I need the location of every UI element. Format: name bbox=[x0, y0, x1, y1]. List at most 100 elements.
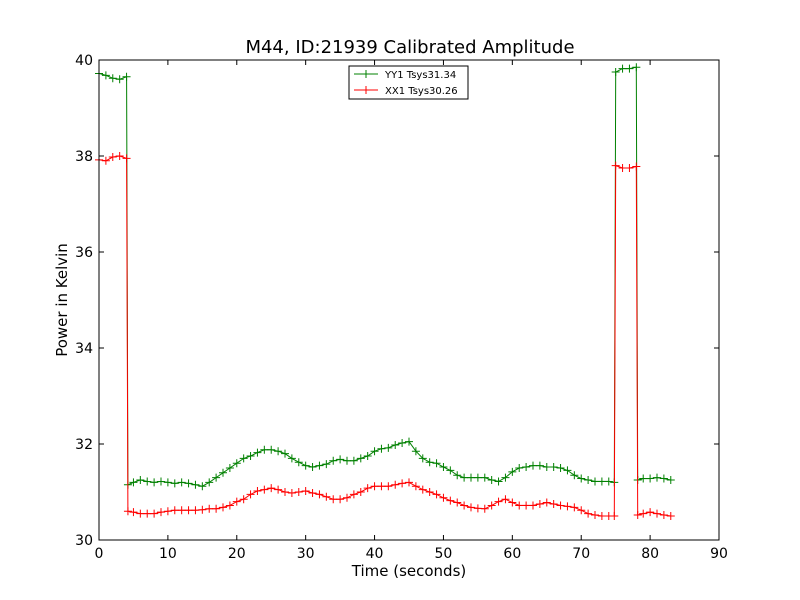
data-point bbox=[205, 504, 214, 513]
data-point bbox=[349, 456, 358, 465]
data-point bbox=[274, 485, 283, 494]
data-point bbox=[405, 478, 413, 487]
data-point bbox=[591, 477, 599, 486]
data-point bbox=[618, 164, 627, 172]
x-tick-label: 80 bbox=[641, 546, 659, 562]
data-point bbox=[122, 154, 131, 163]
data-point bbox=[411, 447, 420, 456]
data-point bbox=[349, 490, 358, 499]
x-tick-label: 90 bbox=[710, 546, 728, 562]
data-point bbox=[487, 501, 496, 510]
data-point bbox=[108, 74, 117, 83]
data-point bbox=[633, 511, 642, 520]
x-tick-label: 60 bbox=[503, 546, 521, 562]
series-1 bbox=[95, 152, 675, 520]
y-tick-label: 40 bbox=[75, 53, 93, 69]
data-point bbox=[157, 508, 165, 517]
data-point bbox=[129, 478, 138, 487]
data-point bbox=[666, 476, 675, 484]
data-point bbox=[584, 476, 593, 484]
data-point bbox=[191, 480, 200, 489]
plot-frame bbox=[98, 59, 720, 541]
data-point bbox=[322, 460, 331, 469]
x-tick-label: 40 bbox=[366, 546, 384, 562]
data-point bbox=[577, 506, 586, 515]
data-point bbox=[432, 459, 441, 468]
data-point bbox=[370, 447, 379, 456]
data-point bbox=[322, 492, 331, 501]
data-point bbox=[549, 500, 558, 508]
data-point bbox=[563, 466, 572, 475]
data-point bbox=[115, 152, 124, 160]
data-point bbox=[281, 488, 289, 496]
y-tick-label: 30 bbox=[75, 533, 93, 549]
data-point bbox=[556, 464, 565, 472]
data-point bbox=[239, 454, 248, 463]
data-point bbox=[446, 496, 455, 505]
y-tick-label: 36 bbox=[75, 245, 93, 261]
data-point bbox=[515, 464, 524, 472]
data-point bbox=[515, 501, 524, 510]
data-point bbox=[508, 467, 517, 476]
data-point bbox=[163, 478, 172, 487]
data-point bbox=[384, 482, 393, 491]
data-point bbox=[212, 504, 221, 513]
data-point bbox=[556, 501, 565, 510]
data-point bbox=[501, 495, 510, 504]
data-point bbox=[418, 485, 427, 494]
data-point bbox=[522, 501, 531, 510]
data-point bbox=[377, 482, 386, 491]
legend-box bbox=[348, 65, 469, 100]
data-point bbox=[123, 507, 132, 516]
data-point bbox=[405, 437, 413, 446]
data-point bbox=[301, 461, 310, 470]
data-point bbox=[191, 506, 200, 515]
data-point bbox=[391, 440, 400, 449]
data-point bbox=[522, 463, 531, 472]
data-point bbox=[281, 449, 289, 458]
data-point bbox=[659, 474, 668, 483]
data-point bbox=[363, 452, 372, 460]
data-point bbox=[480, 473, 489, 482]
data-point bbox=[467, 473, 475, 482]
data-point bbox=[501, 473, 510, 482]
tick-layer: 0 10 20 30 40 50 60 70 80 90 30 32 34 36 38 40 bbox=[75, 53, 728, 562]
data-point bbox=[632, 63, 641, 72]
series-layer bbox=[95, 63, 675, 520]
data-point bbox=[253, 487, 262, 496]
data-point bbox=[343, 493, 351, 502]
data-point bbox=[391, 480, 400, 489]
data-point bbox=[473, 504, 482, 513]
data-point bbox=[170, 479, 179, 488]
data-point bbox=[219, 503, 227, 512]
legend-marker bbox=[362, 70, 370, 78]
data-point bbox=[294, 458, 303, 467]
data-point bbox=[143, 509, 152, 518]
data-point bbox=[129, 508, 138, 517]
data-point bbox=[315, 490, 324, 499]
data-point bbox=[597, 512, 606, 520]
legend-label: XX1 Tsys30.26 bbox=[385, 86, 458, 97]
data-point bbox=[329, 456, 338, 465]
x-tick-label: 30 bbox=[297, 546, 315, 562]
data-point bbox=[170, 506, 179, 515]
data-point bbox=[315, 461, 324, 470]
data-point bbox=[597, 477, 606, 486]
data-point bbox=[212, 473, 221, 482]
data-point bbox=[439, 463, 448, 472]
data-point bbox=[460, 501, 469, 510]
y-tick-label: 34 bbox=[75, 341, 93, 357]
data-point bbox=[646, 508, 655, 517]
data-point bbox=[487, 476, 496, 484]
data-point bbox=[150, 509, 159, 518]
data-point bbox=[653, 509, 661, 518]
y-tick-label: 38 bbox=[75, 149, 93, 165]
x-axis-label: Time (seconds) bbox=[351, 562, 467, 580]
data-point bbox=[267, 484, 276, 493]
data-point bbox=[198, 482, 207, 491]
data-point bbox=[225, 464, 234, 472]
data-point bbox=[570, 503, 579, 512]
data-point bbox=[294, 488, 303, 496]
legend: YY1 Tsys31.34 XX1 Tsys30.26 bbox=[348, 65, 469, 100]
x-tick-label: 10 bbox=[159, 546, 177, 562]
